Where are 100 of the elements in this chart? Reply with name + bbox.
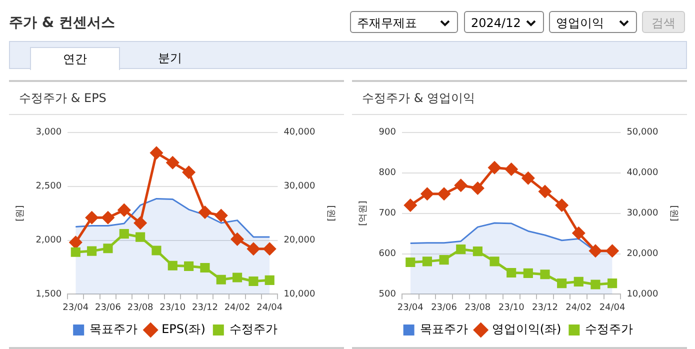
point [574, 276, 584, 286]
y-axis-title: [억원] [358, 200, 369, 226]
y2-tick-label: 30,000 [626, 208, 658, 219]
point [232, 272, 242, 282]
y2-tick-label: 50,000 [626, 128, 658, 138]
y2-axis-title: [원] [668, 205, 678, 222]
x-tick-label: 23/04 [62, 302, 89, 313]
point [166, 156, 179, 169]
y2-tick-label: 40,000 [626, 168, 658, 178]
y2-tick-label: 20,000 [626, 249, 658, 260]
text: 주가 & 컨센서스 [9, 14, 115, 32]
point [184, 261, 194, 271]
y-tick-label: 2,000 [36, 236, 62, 246]
point [456, 244, 466, 254]
point [540, 270, 550, 280]
chart-title: 수정주가 & EPS [9, 82, 344, 115]
point [118, 204, 130, 216]
point [490, 256, 500, 266]
point [182, 166, 196, 179]
y-tick-label: 3,000 [36, 128, 62, 138]
text: 주재무제표 [357, 16, 417, 30]
x-tick-label: 23/06 [95, 302, 122, 313]
point [136, 232, 146, 242]
legend-label: 목표주가 [90, 322, 138, 336]
point [247, 242, 260, 256]
point [590, 280, 600, 290]
x-tick-label: 23/08 [464, 302, 491, 313]
x-tick-label: 24/02 [224, 302, 250, 313]
legend-label: 수정주가 [585, 322, 634, 336]
point [557, 278, 567, 288]
point [69, 236, 82, 249]
point [152, 246, 162, 256]
x-tick-label: 23/10 [498, 302, 525, 313]
y2-tick-label: 40,000 [284, 128, 316, 138]
point [134, 216, 147, 230]
x-tick-label: 24/04 [256, 302, 283, 313]
y-tick-label: 700 [378, 208, 396, 219]
point [404, 198, 417, 212]
point [505, 162, 518, 176]
point [472, 246, 482, 256]
y2-tick-label: 20,000 [284, 236, 316, 246]
y2-tick-label: 30,000 [284, 182, 316, 192]
y2-tick-label: 10,000 [284, 290, 316, 300]
y-tick-label: 800 [378, 168, 396, 178]
point [86, 211, 98, 224]
point [454, 179, 468, 192]
x-tick-label: 24/04 [599, 302, 626, 313]
point [216, 274, 226, 284]
point [523, 268, 533, 278]
point [200, 262, 210, 273]
point [150, 146, 163, 160]
point [589, 244, 602, 258]
text: 분기 [157, 50, 183, 67]
point [264, 275, 274, 285]
chart-title: 수정주가 & 영업이익 [352, 82, 687, 115]
point [102, 211, 114, 224]
point [406, 257, 416, 268]
point [70, 247, 80, 257]
point [214, 209, 228, 222]
y-tick-label: 500 [378, 290, 396, 300]
point [119, 229, 129, 239]
point [198, 206, 212, 218]
y-tick-label: 2,500 [36, 182, 62, 192]
point [506, 268, 516, 278]
x-tick-label: 23/08 [127, 302, 154, 313]
legend-label: 영업이익(좌) [492, 322, 562, 336]
legend-label: EPS(좌) [162, 322, 206, 336]
y2-axis-title: [원] [325, 205, 336, 222]
y2-tick-label: 10,000 [626, 290, 658, 300]
y-axis-title: [원] [16, 205, 26, 222]
point [556, 198, 568, 212]
y-tick-label: 600 [378, 249, 396, 260]
point [422, 256, 432, 266]
point [263, 242, 276, 256]
legend-label: 목표주가 [420, 322, 468, 336]
point [471, 182, 484, 194]
point [231, 232, 244, 246]
text: 검색 [642, 11, 685, 33]
point [103, 244, 113, 254]
x-tick-label: 23/06 [431, 302, 458, 313]
x-tick-label: 23/12 [192, 302, 218, 313]
point [87, 246, 97, 256]
point [248, 276, 258, 286]
x-tick-label: 23/10 [160, 302, 186, 313]
point [522, 172, 534, 184]
point [608, 278, 618, 288]
point [606, 244, 619, 258]
point [438, 188, 450, 200]
point [538, 185, 552, 198]
legend-label: 수정주가 [229, 322, 278, 336]
point [420, 188, 434, 200]
point [439, 255, 449, 265]
x-tick-label: 23/04 [397, 302, 424, 313]
x-tick-label: 24/02 [566, 302, 592, 313]
point [168, 260, 178, 270]
text: 2024/12 [471, 16, 521, 30]
text: 연간 [30, 47, 120, 70]
y-tick-label: 900 [378, 128, 396, 138]
point [572, 226, 585, 240]
y-tick-label: 1,500 [36, 290, 62, 300]
